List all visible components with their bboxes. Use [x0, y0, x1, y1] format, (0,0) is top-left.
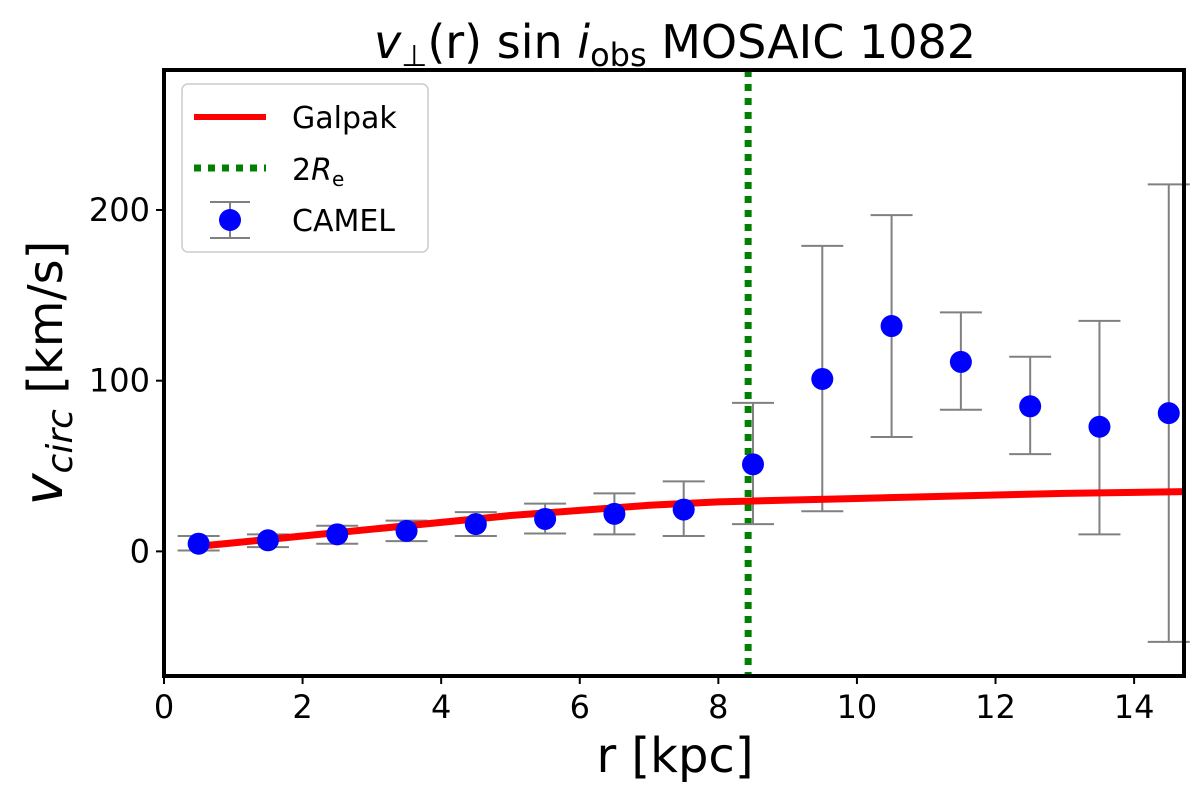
y-tick-label: 0	[130, 532, 150, 570]
x-tick-label: 4	[431, 688, 451, 726]
camel-point	[880, 315, 903, 338]
camel-point	[741, 453, 764, 476]
camel-point	[395, 519, 418, 542]
x-tick-label: 2	[292, 688, 312, 726]
legend-box	[181, 83, 429, 253]
x-tick-label: 0	[154, 688, 174, 726]
x-tick-label: 10	[837, 688, 878, 726]
chart-title: v⊥(r) sin iobs MOSAIC 1082	[374, 15, 976, 74]
x-tick-label: 14	[1114, 688, 1155, 726]
plot-area	[177, 70, 1190, 676]
camel-point	[811, 367, 834, 390]
x-tick-label: 6	[570, 688, 590, 726]
camel-point	[949, 350, 972, 373]
galpak-line	[198, 488, 1185, 550]
camel-point	[1157, 402, 1180, 425]
camel-point	[603, 502, 626, 525]
x-tick-label: 12	[975, 688, 1016, 726]
legend-galpak-label: Galpak	[292, 101, 397, 136]
camel-point	[326, 523, 349, 546]
legend-2re-label: 2Re	[292, 153, 344, 191]
camel-point	[256, 529, 279, 552]
axes-frame	[162, 68, 1186, 678]
camel-point	[464, 513, 487, 536]
ticks: 0 2 4 6 8 10 12 14 0 100 200	[89, 191, 1155, 726]
y-tick-label: 200	[89, 191, 150, 229]
x-axis-label: r [kpc]	[596, 728, 753, 784]
x-tick-label: 8	[708, 688, 728, 726]
camel-point	[534, 507, 557, 530]
camel-point	[1019, 395, 1042, 418]
camel-point	[1088, 415, 1111, 438]
y-axis-label: vcirc [km/s]	[12, 241, 81, 506]
legend-camel-label: CAMEL	[292, 204, 395, 239]
y-tick-label: 100	[89, 362, 150, 400]
camel-point	[672, 498, 695, 521]
camel-point	[187, 532, 210, 555]
legend: Galpak 2Re CAMEL	[181, 83, 429, 253]
legend-camel-swatch	[210, 201, 250, 239]
